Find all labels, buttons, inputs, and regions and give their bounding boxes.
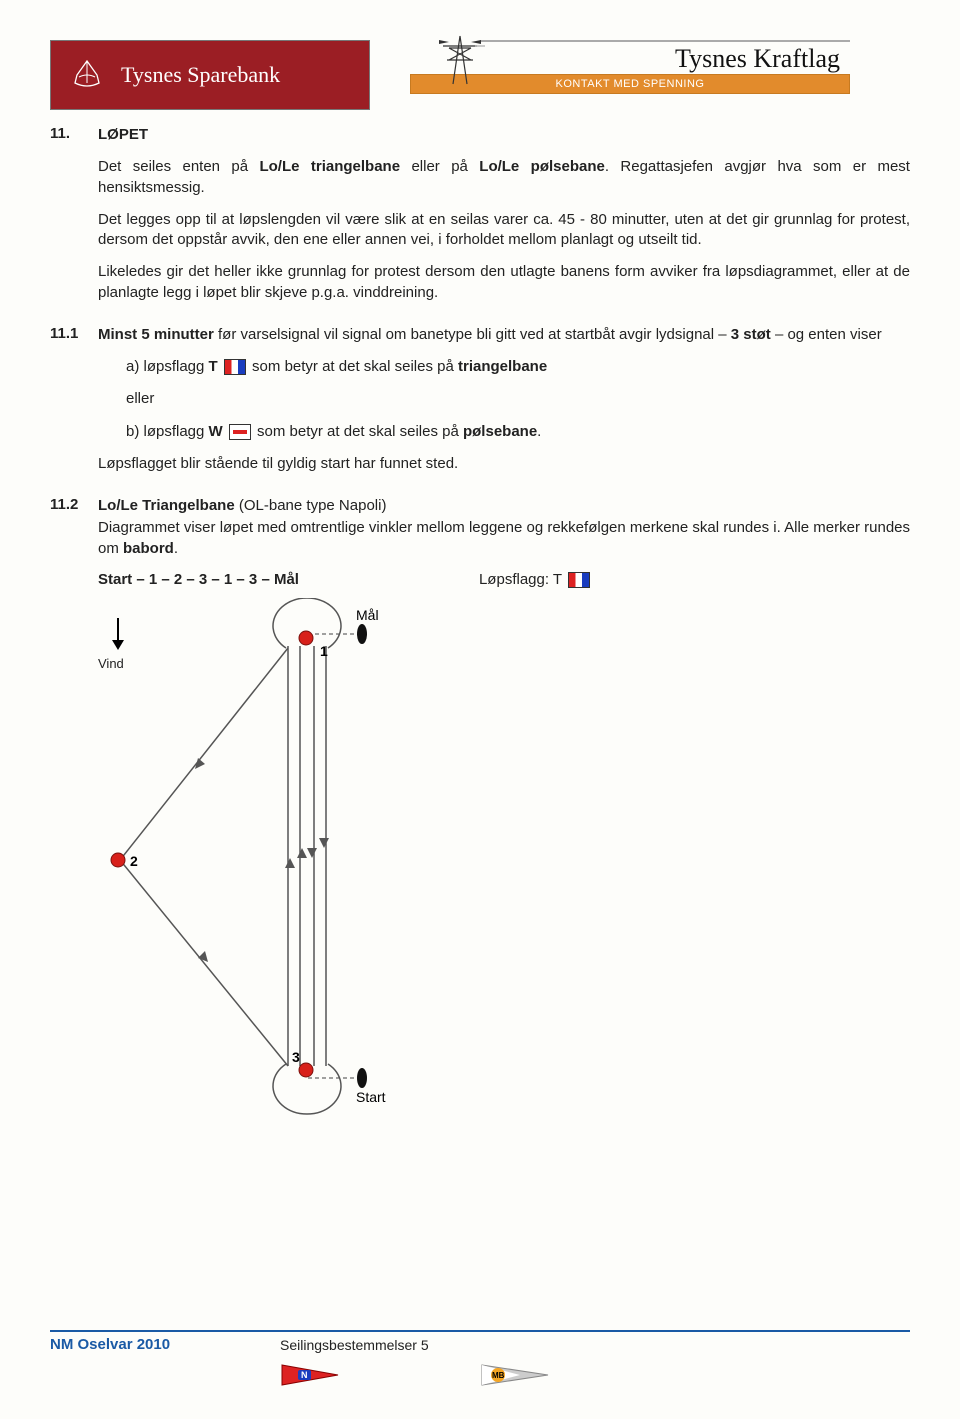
ship-logo-icon xyxy=(65,53,109,97)
section-number: 11. xyxy=(50,125,90,142)
footer-title: NM Oselvar 2010 xyxy=(50,1336,280,1353)
pennant-n-icon: N xyxy=(280,1361,340,1389)
flag-t-icon xyxy=(568,572,590,588)
footer-page: Seilingsbestemmelser 5 xyxy=(280,1337,429,1353)
kraftlag-logo-box: Tysnes Kraftlag KONTAKT MED SPENNING xyxy=(410,40,850,94)
pylon-icon xyxy=(435,32,485,92)
flag-t-icon xyxy=(224,359,246,375)
course-diagram: Vind 1 2 3 Mål S xyxy=(98,598,910,1138)
mal-label: Mål xyxy=(356,607,379,623)
mark-2-label: 2 xyxy=(130,853,138,869)
svg-text:MB: MB xyxy=(492,1371,505,1380)
para-11-3: Likeledes gir det heller ikke grunnlag f… xyxy=(98,262,910,303)
section-title: LØPET xyxy=(98,125,910,145)
flag-label-line: Løpsflagg: T xyxy=(479,571,592,588)
section-number: 11.2 xyxy=(50,496,90,513)
header-logos: Tysnes Sparebank Tysnes Kraftlag KONTAKT… xyxy=(50,40,910,110)
sparebank-logo-box: Tysnes Sparebank xyxy=(50,40,370,110)
option-eller: eller xyxy=(126,389,910,409)
para-11-2: Det legges opp til at løpslengden vil væ… xyxy=(98,210,910,251)
para-111-close: Løpsflagget blir stående til gyldig star… xyxy=(98,454,910,474)
svg-text:N: N xyxy=(301,1370,308,1380)
option-a: a) løpsflagg T som betyr at det skal sei… xyxy=(126,357,910,377)
mark-3-label: 3 xyxy=(292,1049,300,1065)
flag-w-icon xyxy=(229,424,251,440)
para-112-1: Diagrammet viser løpet med omtrentlige v… xyxy=(98,518,910,559)
para-111-intro: Minst 5 minutter før varselsignal vil si… xyxy=(98,325,910,345)
section-112-title: Lo/Le Triangelbane (OL-bane type Napoli) xyxy=(98,496,910,516)
para-11-1: Det seiles enten på Lo/Le triangelbane e… xyxy=(98,157,910,198)
option-b: b) løpsflagg W som betyr at det skal sei… xyxy=(126,422,910,442)
section-number: 11.1 xyxy=(50,325,90,342)
section-11: 11. LØPET Det seiles enten på Lo/Le tria… xyxy=(50,125,910,315)
route-text: Start – 1 – 2 – 3 – 1 – 3 – Mål xyxy=(98,571,299,588)
pennant-mb-icon: MB xyxy=(480,1361,540,1389)
route-line: Start – 1 – 2 – 3 – 1 – 3 – Mål Løpsflag… xyxy=(98,571,910,588)
start-label: Start xyxy=(356,1089,386,1105)
page-footer: NM Oselvar 2010 Seilingsbestemmelser 5 N… xyxy=(50,1330,910,1389)
sparebank-text: Tysnes Sparebank xyxy=(121,62,280,88)
section-11-1: 11.1 Minst 5 minutter før varselsignal v… xyxy=(50,325,910,486)
section-11-2: 11.2 Lo/Le Triangelbane (OL-bane type Na… xyxy=(50,496,910,588)
mark-1-label: 1 xyxy=(320,643,328,659)
